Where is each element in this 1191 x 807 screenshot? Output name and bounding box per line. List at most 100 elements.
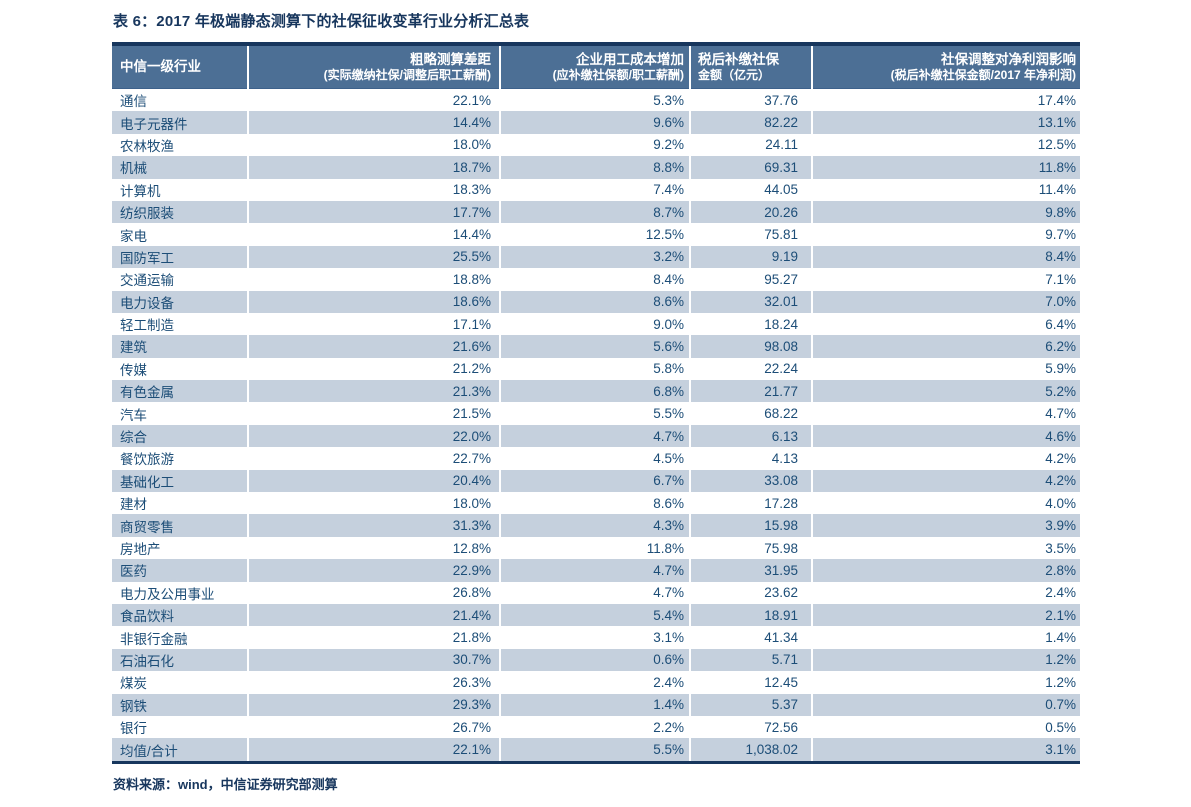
cell-value: 21.5% <box>247 402 500 425</box>
cell-value: 5.71 <box>689 648 812 672</box>
cell-value: 9.7% <box>811 223 1080 246</box>
cell-value: 33.08 <box>689 469 812 493</box>
cell-industry: 食品饮料 <box>112 603 248 627</box>
cell-value: 72.56 <box>689 715 812 739</box>
cell-value: 22.1% <box>247 738 500 763</box>
header-sublabel: (应补缴社保额/职工薪酬) <box>552 67 684 82</box>
header-sublabel: (实际缴纳社保/调整后职工薪酬) <box>323 67 491 82</box>
header-row: 中信一级行业 粗略测算差距 (实际缴纳社保/调整后职工薪酬) 企业用工成本增加 … <box>112 44 1080 89</box>
header-label: 中信一级行业 <box>120 59 201 74</box>
cell-value: 5.6% <box>499 335 690 358</box>
cell-value: 12.5% <box>499 223 690 246</box>
table-row: 通信 22.1% 5.3% 37.76 17.4% <box>112 88 1080 112</box>
cell-value: 18.6% <box>247 290 500 313</box>
cell-value: 75.98 <box>689 536 812 560</box>
table-row: 电力及公用事业 26.8% 4.7% 23.62 2.4% <box>112 581 1080 604</box>
cell-value: 26.8% <box>247 581 500 604</box>
cell-value: 1.2% <box>811 648 1080 672</box>
cell-value: 2.8% <box>811 559 1080 582</box>
table-row: 交通运输 18.8% 8.4% 95.27 7.1% <box>112 268 1080 291</box>
cell-value: 18.91 <box>689 603 812 627</box>
table-row: 医药 22.9% 4.7% 31.95 2.8% <box>112 559 1080 582</box>
cell-value: 21.4% <box>247 603 500 627</box>
cell-industry: 有色金属 <box>112 380 248 403</box>
cell-value: 4.7% <box>499 559 690 582</box>
cell-industry: 交通运输 <box>120 273 174 289</box>
cell-value: 21.2% <box>247 357 500 381</box>
cell-value: 29.3% <box>247 693 500 716</box>
cell-value: 4.7% <box>811 402 1080 425</box>
cell-value: 4.0% <box>811 492 1080 515</box>
cell-value: 6.13 <box>689 424 812 448</box>
cell-industry: 农林牧渔 <box>120 138 174 154</box>
table-row: 电子元器件 14.4% 9.6% 82.22 13.1% <box>112 111 1080 134</box>
cell-value: 12.45 <box>689 671 812 694</box>
cell-value: 41.34 <box>689 626 812 649</box>
table-title: 表 6：2017 年极端静态测算下的社保征收变革行业分析汇总表 <box>113 13 530 30</box>
cell-value: 4.3% <box>499 514 690 537</box>
cell-industry: 均值/合计 <box>112 738 248 763</box>
cell-value: 14.4% <box>247 111 500 134</box>
cell-value: 37.76 <box>689 88 812 112</box>
table-header: 中信一级行业 粗略测算差距 (实际缴纳社保/调整后职工薪酬) 企业用工成本增加 … <box>112 44 1080 89</box>
cell-value: 4.7% <box>499 424 690 448</box>
cell-value: 18.0% <box>247 133 500 157</box>
cell-value: 2.4% <box>499 671 690 694</box>
cell-industry: 汽车 <box>120 407 147 423</box>
cell-industry: 基础化工 <box>112 469 248 493</box>
column-header-cost-increase: 企业用工成本增加 (应补缴社保额/职工薪酬) <box>499 44 690 89</box>
cell-industry: 建材 <box>120 497 147 513</box>
table-row: 食品饮料 21.4% 5.4% 18.91 2.1% <box>112 603 1080 627</box>
header-sublabel: (税后补缴社保金额/2017 年净利润) <box>890 67 1076 82</box>
table-row: 非银行金融 21.8% 3.1% 41.34 1.4% <box>112 626 1080 649</box>
cell-value: 17.4% <box>811 88 1080 112</box>
cell-industry: 轻工制造 <box>120 318 174 334</box>
cell-value: 12.8% <box>247 536 500 560</box>
cell-industry: 电力及公用事业 <box>120 586 215 602</box>
cell-value: 7.1% <box>811 268 1080 291</box>
table-row: 钢铁 29.3% 1.4% 5.37 0.7% <box>112 693 1080 716</box>
table-row: 计算机 18.3% 7.4% 44.05 11.4% <box>112 178 1080 201</box>
cell-value: 9.6% <box>499 111 690 134</box>
cell-value: 20.4% <box>247 469 500 493</box>
cell-value: 8.4% <box>499 268 690 291</box>
cell-value: 6.8% <box>499 380 690 403</box>
table-row: 房地产 12.8% 11.8% 75.98 3.5% <box>112 536 1080 560</box>
table-row: 轻工制造 17.1% 9.0% 18.24 6.4% <box>112 312 1080 336</box>
cell-value: 31.3% <box>247 514 500 537</box>
cell-value: 5.9% <box>811 357 1080 381</box>
cell-value: 3.1% <box>499 626 690 649</box>
table-row: 纺织服装 17.7% 8.7% 20.26 9.8% <box>112 200 1080 224</box>
column-header-amount: 税后补缴社保 金额（亿元） <box>689 44 812 89</box>
table-row: 家电 14.4% 12.5% 75.81 9.7% <box>112 223 1080 246</box>
cell-value: 4.13 <box>689 447 812 470</box>
cell-value: 4.2% <box>811 469 1080 493</box>
cell-value: 1.4% <box>811 626 1080 649</box>
cell-value: 5.5% <box>499 738 690 763</box>
cell-industry: 电子元器件 <box>112 111 248 134</box>
cell-industry: 非银行金融 <box>120 631 188 647</box>
cell-value: 7.4% <box>499 178 690 201</box>
cell-industry: 家电 <box>120 228 147 244</box>
cell-industry: 国防军工 <box>112 245 248 269</box>
header-label: 企业用工成本增加 <box>576 51 684 67</box>
cell-industry: 电力设备 <box>112 290 248 313</box>
cell-value: 4.5% <box>499 447 690 470</box>
cell-value: 6.7% <box>499 469 690 493</box>
cell-value: 5.3% <box>499 88 690 112</box>
cell-value: 8.4% <box>811 245 1080 269</box>
cell-value: 1.4% <box>499 693 690 716</box>
cell-industry: 银行 <box>120 721 147 737</box>
cell-value: 20.26 <box>689 200 812 224</box>
cell-value: 9.19 <box>689 245 812 269</box>
table-row: 建筑 21.6% 5.6% 98.08 6.2% <box>112 335 1080 358</box>
industry-analysis-table: 中信一级行业 粗略测算差距 (实际缴纳社保/调整后职工薪酬) 企业用工成本增加 … <box>112 42 1080 764</box>
table-row: 银行 26.7% 2.2% 72.56 0.5% <box>112 715 1080 739</box>
table-row: 建材 18.0% 8.6% 17.28 4.0% <box>112 492 1080 515</box>
cell-value: 18.0% <box>247 492 500 515</box>
cell-value: 17.7% <box>247 200 500 224</box>
cell-industry: 商贸零售 <box>112 514 248 537</box>
cell-industry: 钢铁 <box>112 693 248 716</box>
cell-industry: 计算机 <box>120 183 161 199</box>
cell-value: 3.9% <box>811 514 1080 537</box>
